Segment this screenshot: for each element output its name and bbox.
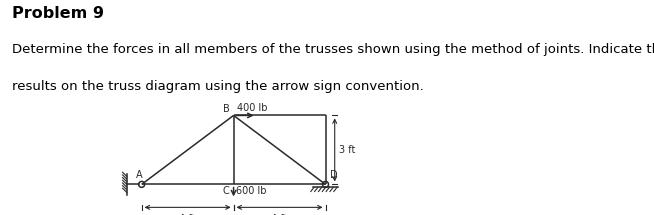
Text: Determine the forces in all members of the trusses shown using the method of joi: Determine the forces in all members of t…	[12, 43, 654, 56]
Text: 4 ft: 4 ft	[271, 214, 288, 215]
Text: B: B	[223, 104, 230, 114]
Text: 400 lb: 400 lb	[237, 103, 267, 113]
Text: D: D	[330, 170, 337, 180]
Text: 4 ft: 4 ft	[179, 214, 196, 215]
Text: 3 ft: 3 ft	[339, 145, 355, 155]
Text: A: A	[136, 170, 143, 180]
Text: results on the truss diagram using the arrow sign convention.: results on the truss diagram using the a…	[12, 80, 424, 92]
Text: 600 lb: 600 lb	[236, 186, 266, 196]
Text: C: C	[223, 186, 230, 195]
Text: Problem 9: Problem 9	[12, 6, 104, 22]
